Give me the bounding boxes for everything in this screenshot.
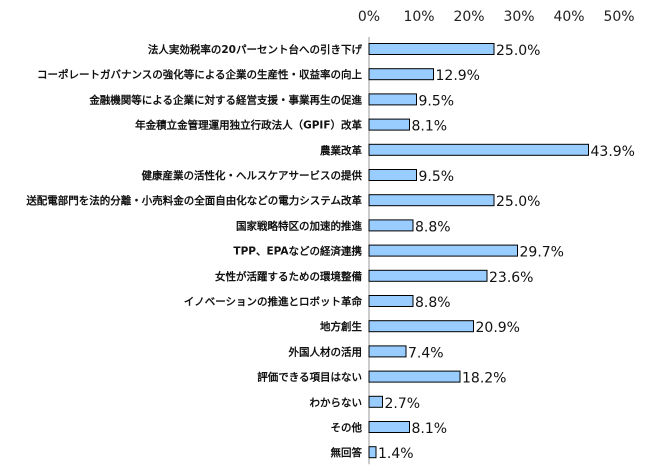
category-label: 評価できる項目はない (257, 371, 362, 384)
value-label: 29.7% (520, 245, 564, 261)
category-label: その他 (331, 421, 363, 434)
x-tick-label: 0% (358, 9, 380, 25)
value-label: 23.6% (489, 270, 533, 286)
category-label: TPP、EPAなどの経済連携 (233, 245, 362, 258)
value-label: 9.5% (419, 93, 455, 109)
x-tick-label: 50% (603, 9, 634, 25)
value-label: 25.0% (496, 194, 540, 210)
category-label: 金融機関等による企業に対する経営支援・事業再生の促進 (88, 93, 362, 106)
bar (368, 421, 410, 433)
x-tick-label: 10% (403, 9, 434, 25)
category-label: 女性が活躍するための環境整備 (215, 270, 362, 283)
category-label: 外国人材の活用 (288, 345, 363, 358)
bar (368, 320, 474, 333)
category-label: 地方創生 (320, 320, 362, 333)
value-label: 1.4% (378, 446, 414, 462)
category-label: 国家戦略特区の加速的推進 (236, 219, 362, 232)
bar (368, 345, 407, 358)
category-label: イノベーションの推進とロボット革命 (184, 295, 363, 308)
bar (368, 43, 495, 55)
category-label: コーポレートガバナンスの強化等による企業の生産性・収益率の向上 (37, 68, 362, 81)
category-label: 無回答 (331, 446, 363, 459)
bar (368, 295, 414, 307)
category-label: 法人実効税率の20パーセント台への引き下げ (148, 43, 363, 56)
bar (368, 143, 589, 156)
bar (368, 269, 488, 282)
x-axis-tick-labels: 0% 10% 20% 30% 40% 50% (358, 9, 635, 25)
x-tick-label: 20% (453, 9, 484, 25)
value-label: 8.1% (412, 119, 448, 135)
bar (368, 370, 461, 383)
value-label: 18.2% (462, 371, 506, 387)
category-label: わからない (310, 397, 363, 409)
category-label: 健康産業の活性化・ヘルスケアサービスの提供 (142, 169, 363, 182)
bar (368, 219, 414, 232)
value-label: 9.5% (419, 169, 455, 185)
bars-group (368, 43, 589, 459)
value-label: 25.0% (496, 43, 540, 59)
bar (368, 194, 495, 207)
bar (368, 446, 377, 459)
value-label: 12.9% (436, 68, 480, 84)
value-label: 43.9% (591, 144, 635, 160)
x-tick-label: 30% (503, 9, 534, 25)
value-labels: 25.0% 12.9% 9.5% 8.1% 43.9% 9.5% 25.0% 8.8% 29.7… (378, 43, 635, 462)
category-label: 年金積立金管理運用独立行政法人（GPIF）改革 (135, 119, 362, 132)
bar (368, 68, 434, 81)
value-label: 2.7% (385, 396, 421, 412)
value-label: 20.9% (476, 320, 520, 336)
bar (368, 118, 410, 131)
bar (368, 395, 383, 408)
bar (368, 244, 518, 257)
value-label: 8.8% (415, 219, 451, 235)
value-label: 8.1% (412, 421, 448, 437)
x-tick-label: 40% (553, 9, 584, 25)
bar (368, 93, 417, 106)
value-label: 7.4% (408, 345, 444, 361)
category-label: 送配電部門を法的分離・小売料金の全面自由化などの電力システム改革 (25, 194, 362, 207)
category-labels: 法人実効税率の20パーセント台への引き下げコーポレートガバナンスの強化等による企… (25, 43, 362, 459)
category-label: 農業改革 (320, 144, 362, 157)
value-label: 8.8% (415, 295, 451, 311)
bar (368, 169, 417, 181)
